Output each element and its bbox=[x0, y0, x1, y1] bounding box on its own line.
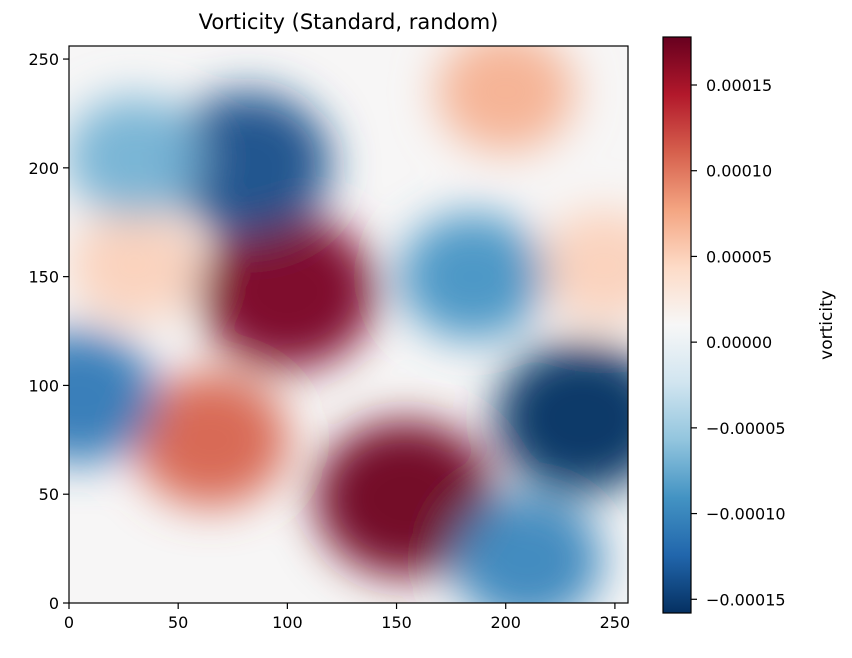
y-tick-label-2: 100 bbox=[28, 376, 59, 395]
y-tick-label-4: 200 bbox=[28, 159, 59, 178]
y-tick-label-3: 150 bbox=[28, 268, 59, 287]
y-tick-label-1: 50 bbox=[39, 485, 59, 504]
heatmap-feature-10 bbox=[452, 494, 603, 603]
x-axis: 0 50 100 150 200 250 bbox=[64, 603, 630, 632]
x-tick-label-4: 200 bbox=[490, 613, 521, 632]
heatmap-feature-0 bbox=[198, 214, 377, 370]
heatmap-feature-11 bbox=[69, 329, 157, 464]
x-tick-label-0: 0 bbox=[64, 613, 74, 632]
x-tick-label-3: 150 bbox=[381, 613, 412, 632]
colorbar-frame bbox=[662, 36, 692, 614]
heatmap-feature-8 bbox=[495, 342, 628, 494]
colorbar-gradient bbox=[663, 37, 691, 613]
heatmap-feature-5 bbox=[538, 209, 628, 323]
heatmap-feature-9 bbox=[399, 213, 546, 341]
y-tick-label-5: 250 bbox=[28, 50, 59, 69]
heatmap-plot-area bbox=[68, 45, 629, 604]
colorbar-tick-label-6: −0.00015 bbox=[706, 590, 786, 609]
colorbar-tick-label-1: 0.00010 bbox=[706, 162, 772, 181]
heatmap-feature-4 bbox=[436, 46, 575, 152]
colorbar-tick-label-0: 0.00015 bbox=[706, 76, 772, 95]
colorbar-label: vorticity bbox=[817, 290, 837, 360]
heatmap-feature-7 bbox=[69, 96, 204, 218]
colorbar-tick-label-5: −0.00010 bbox=[706, 505, 786, 524]
colorbar-tick-label-3: 0.00000 bbox=[706, 333, 772, 352]
y-tick-label-0: 0 bbox=[49, 594, 59, 613]
y-axis: 0 50 100 150 200 250 bbox=[28, 50, 69, 613]
colorbar-ticks: 0.00015 0.00010 0.00005 0.00000 −0.00005 −0.0… bbox=[691, 76, 786, 609]
heatmap-feature-1 bbox=[315, 420, 496, 577]
x-tick-label-1: 50 bbox=[168, 613, 188, 632]
chart-title: Vorticity (Standard, random) bbox=[198, 10, 499, 34]
colorbar-tick-label-4: −0.00005 bbox=[706, 419, 786, 438]
heatmap-feature-3 bbox=[69, 209, 200, 323]
x-tick-label-5: 250 bbox=[600, 613, 631, 632]
heatmap-feature-2 bbox=[133, 372, 288, 507]
heatmap-field bbox=[69, 46, 628, 603]
x-tick-label-2: 100 bbox=[272, 613, 303, 632]
colorbar: 0.00015 0.00010 0.00005 0.00000 −0.00005 −0.0… bbox=[662, 36, 837, 614]
plot-frame bbox=[68, 45, 629, 604]
heatmap-feature-6 bbox=[165, 91, 331, 236]
colorbar-tick-label-2: 0.00005 bbox=[706, 247, 772, 266]
